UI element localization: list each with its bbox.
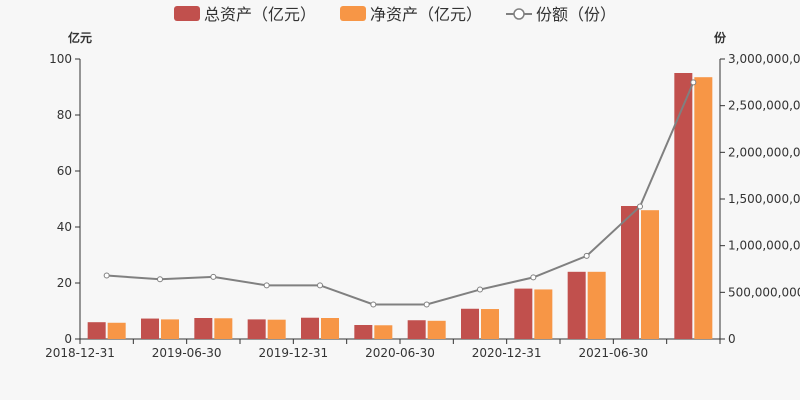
bar-net-assets bbox=[481, 309, 499, 339]
left-y-tick-label: 100 bbox=[49, 52, 72, 66]
point-shares bbox=[103, 272, 110, 279]
right-y-tick-label: 2,000,000,000 bbox=[728, 145, 800, 159]
bar-net-assets bbox=[267, 319, 286, 339]
legend-swatch-net-assets bbox=[340, 6, 366, 21]
bar-net-assets bbox=[374, 325, 393, 339]
right-y-tick-label: 0 bbox=[728, 332, 736, 346]
left-y-tick-label: 40 bbox=[57, 220, 72, 234]
bar-net-assets bbox=[321, 318, 339, 339]
legend-label-net-assets: 净资产（亿元） bbox=[370, 5, 482, 24]
x-tick-label: 2019-06-30 bbox=[152, 346, 222, 360]
point-shares bbox=[210, 273, 217, 280]
point-shares bbox=[583, 252, 590, 259]
line-shares bbox=[106, 81, 695, 306]
left-axis-unit: 亿元 bbox=[68, 30, 92, 45]
point-shares bbox=[690, 79, 697, 86]
bar-total-assets bbox=[461, 308, 479, 339]
x-tick-label: 2019-12-31 bbox=[258, 346, 328, 360]
bar-net-assets bbox=[534, 289, 553, 339]
bar-total-assets bbox=[674, 73, 693, 339]
right-y-tick-label: 1,500,000,000 bbox=[728, 192, 800, 206]
bar-net-assets bbox=[641, 210, 659, 339]
legend-item-net-assets[interactable]: 净资产（亿元） bbox=[340, 5, 482, 24]
bar-total-assets bbox=[407, 320, 426, 339]
left-y-tick-label: 60 bbox=[57, 164, 72, 178]
bar-net-assets bbox=[427, 320, 446, 339]
point-shares bbox=[263, 282, 270, 289]
x-tick-label: 2018-12-31 bbox=[45, 346, 115, 360]
bar-net-assets bbox=[161, 319, 179, 339]
point-shares bbox=[423, 301, 430, 308]
bar-net-assets bbox=[694, 77, 713, 339]
x-tick-label: 2020-12-31 bbox=[472, 346, 542, 360]
legend-label-shares: 份额（份） bbox=[536, 5, 616, 24]
legend-item-total-assets[interactable]: 总资产（亿元） bbox=[174, 5, 316, 24]
right-y-tick-label: 1,000,000,000 bbox=[728, 239, 800, 253]
right-axis-unit: 份 bbox=[714, 30, 727, 45]
left-y-tick-label: 0 bbox=[64, 332, 72, 346]
x-tick-label: 2020-06-30 bbox=[365, 346, 435, 360]
bar-net-assets bbox=[587, 271, 606, 339]
x-tick-label: 2021-06-30 bbox=[578, 346, 648, 360]
bar-net-assets bbox=[107, 322, 126, 339]
bar-total-assets bbox=[247, 319, 266, 339]
bar-total-assets bbox=[87, 322, 106, 339]
legend-swatch-total-assets bbox=[174, 6, 200, 21]
bar-total-assets bbox=[141, 318, 159, 339]
legend: 总资产（亿元） 净资产（亿元） 份额（份） bbox=[174, 5, 616, 24]
right-y-tick-label: 3,000,000,000 bbox=[728, 52, 800, 66]
bar-total-assets bbox=[514, 288, 533, 339]
legend-item-shares[interactable]: 份额（份） bbox=[506, 5, 616, 24]
point-shares bbox=[477, 286, 483, 293]
plot-area: 0 20 40 60 80 100 0 500,000,000 1,000,000,000 1,5… bbox=[45, 52, 800, 360]
legend-marker-shares bbox=[513, 8, 525, 20]
point-shares bbox=[637, 203, 643, 210]
bar-total-assets bbox=[621, 206, 639, 339]
point-shares bbox=[530, 274, 537, 281]
left-y-tick-label: 80 bbox=[57, 108, 72, 122]
bar-total-assets bbox=[354, 325, 373, 339]
left-y-tick-label: 20 bbox=[57, 276, 72, 290]
bar-total-assets bbox=[301, 317, 319, 339]
bar-total-assets bbox=[194, 318, 213, 339]
point-shares bbox=[370, 301, 377, 308]
point-shares bbox=[317, 282, 323, 289]
bar-total-assets bbox=[567, 271, 586, 339]
point-shares bbox=[157, 276, 163, 283]
right-y-tick-label: 500,000,000 bbox=[728, 285, 800, 299]
right-y-tick-label: 2,500,000,000 bbox=[728, 99, 800, 113]
bar-net-assets bbox=[214, 318, 233, 339]
legend-label-total-assets: 总资产（亿元） bbox=[204, 5, 316, 24]
